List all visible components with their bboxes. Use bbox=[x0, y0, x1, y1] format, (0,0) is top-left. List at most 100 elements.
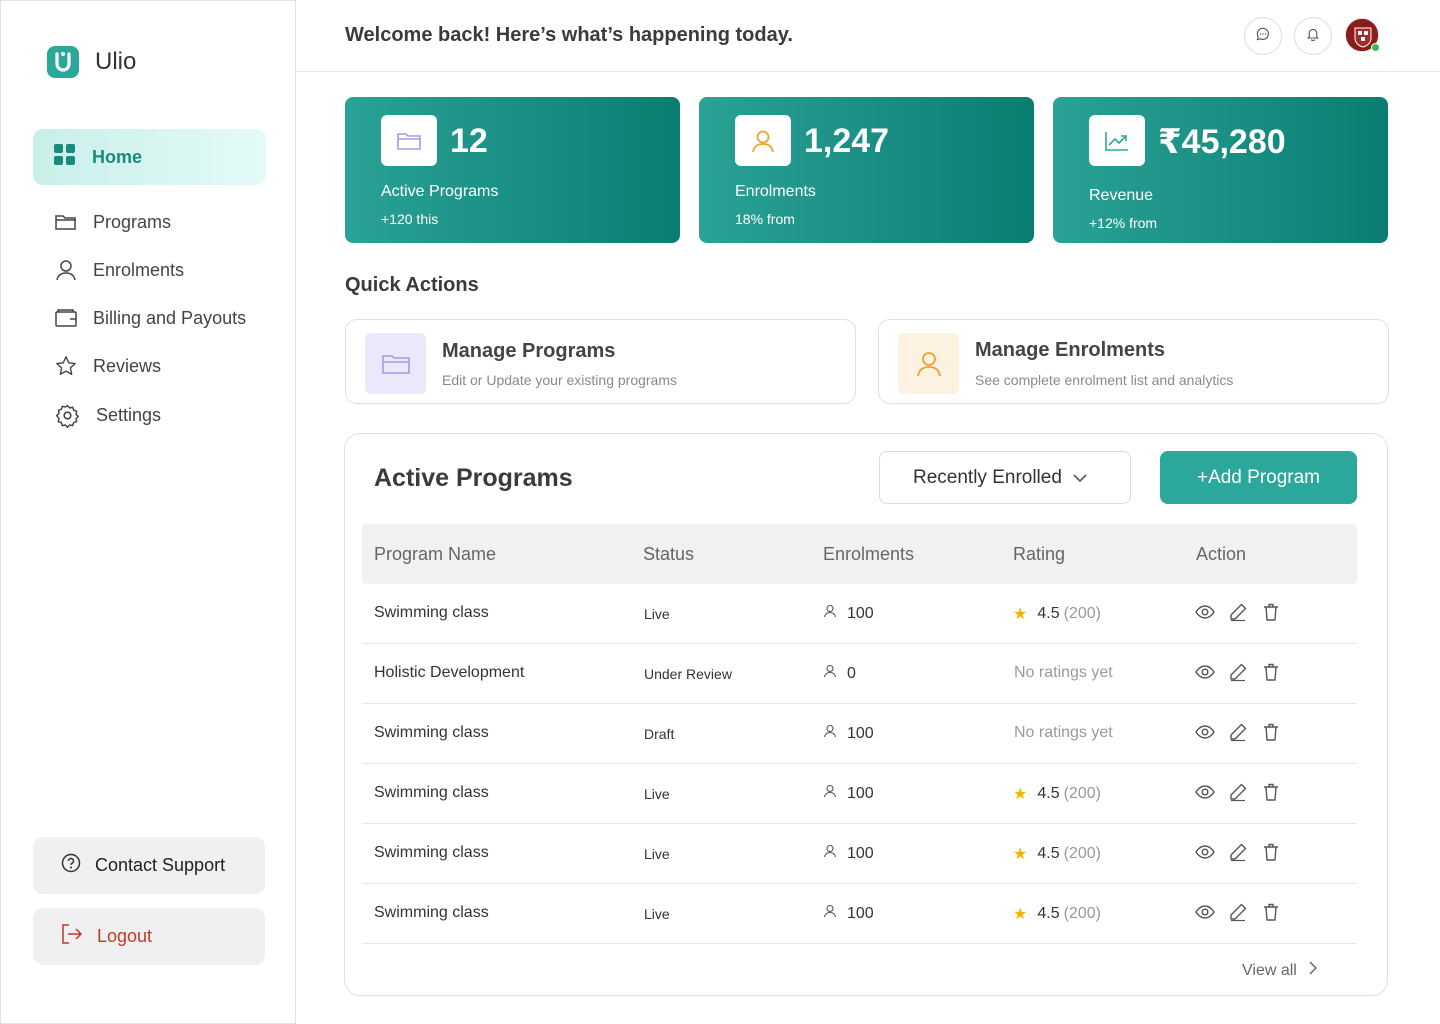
stat-label: Active Programs bbox=[381, 183, 499, 200]
edit-icon[interactable] bbox=[1228, 782, 1248, 802]
sidebar-item-billing[interactable]: Billing and Payouts bbox=[55, 303, 246, 333]
view-icon[interactable] bbox=[1195, 782, 1215, 802]
manage-enrolments-card[interactable]: Manage Enrolments See complete enrolment… bbox=[878, 319, 1389, 404]
sidebar-item-enrolments[interactable]: Enrolments bbox=[55, 255, 184, 285]
row-actions bbox=[1195, 842, 1294, 862]
stat-value: 1,247 bbox=[804, 122, 890, 160]
rating-count: (200) bbox=[1063, 845, 1101, 862]
sidebar-item-home[interactable]: Home bbox=[33, 129, 266, 185]
user-icon bbox=[823, 664, 847, 683]
sidebar-item-reviews[interactable]: Reviews bbox=[55, 351, 161, 381]
program-name: Swimming class bbox=[374, 784, 489, 801]
enrolment-count: 100 bbox=[847, 724, 874, 742]
delete-icon[interactable] bbox=[1261, 842, 1281, 862]
table-header: Program Name Status Enrolments Rating Ac… bbox=[362, 524, 1357, 584]
no-ratings-text: No ratings yet bbox=[1014, 664, 1113, 681]
sidebar-item-label: Home bbox=[92, 146, 143, 167]
program-name: Swimming class bbox=[374, 904, 489, 921]
edit-icon[interactable] bbox=[1228, 902, 1248, 922]
logout-label: Logout bbox=[97, 926, 153, 946]
rating-value: 4.5 bbox=[1037, 785, 1060, 802]
contact-support-button[interactable]: Contact Support bbox=[33, 837, 265, 894]
view-icon[interactable] bbox=[1195, 602, 1215, 622]
delete-icon[interactable] bbox=[1261, 662, 1281, 682]
quick-action-title: Manage Programs bbox=[442, 340, 616, 362]
sidebar-item-label: Enrolments bbox=[93, 259, 185, 280]
folder-icon bbox=[381, 115, 437, 166]
status-badge: Live bbox=[644, 606, 670, 622]
logout-button[interactable]: Logout bbox=[33, 908, 265, 965]
table-row[interactable]: Swimming class Live 100 ★ 4.5 (200) bbox=[362, 824, 1357, 884]
rating-cell: ★ 4.5 (200) bbox=[1013, 844, 1101, 864]
table-row[interactable]: Swimming class Live 100 ★ 4.5 (200) bbox=[362, 764, 1357, 824]
rating-cell: ★ 4.5 (200) bbox=[1013, 904, 1101, 924]
rating-count: (200) bbox=[1063, 905, 1101, 922]
delete-icon[interactable] bbox=[1261, 722, 1281, 742]
manage-programs-card[interactable]: Manage Programs Edit or Update your exis… bbox=[345, 319, 856, 404]
sidebar-item-label: Billing and Payouts bbox=[93, 307, 247, 328]
quick-action-title: Manage Enrolments bbox=[975, 339, 1166, 361]
folder-icon bbox=[365, 333, 426, 394]
chevron-right-icon bbox=[1297, 961, 1317, 980]
view-all-link[interactable]: View all bbox=[1242, 961, 1317, 980]
sidebar-item-settings[interactable]: Settings bbox=[55, 400, 161, 430]
star-icon: ★ bbox=[1013, 606, 1028, 623]
stat-change: +120 this bbox=[381, 211, 439, 227]
row-actions bbox=[1195, 722, 1294, 742]
edit-icon[interactable] bbox=[1228, 842, 1248, 862]
app-logo[interactable]: Ulio bbox=[47, 46, 136, 78]
top-header: Welcome back! Here’s what’s happening to… bbox=[296, 0, 1440, 72]
row-actions bbox=[1195, 662, 1294, 682]
sort-dropdown[interactable]: Recently Enrolled bbox=[879, 451, 1131, 504]
enrolment-count: 100 bbox=[847, 844, 874, 862]
delete-icon[interactable] bbox=[1261, 782, 1281, 802]
view-icon[interactable] bbox=[1195, 662, 1215, 682]
active-programs-panel: Active Programs Recently Enrolled +Add P… bbox=[344, 433, 1388, 996]
table-row[interactable]: Swimming class Live 100 ★ 4.5 (200) bbox=[362, 584, 1357, 644]
view-icon[interactable] bbox=[1195, 902, 1215, 922]
chevron-down-icon bbox=[1062, 467, 1088, 489]
edit-icon[interactable] bbox=[1228, 602, 1248, 622]
table-row[interactable]: Holistic Development Under Review 0 No rati… bbox=[362, 644, 1357, 704]
program-name: Holistic Development bbox=[374, 664, 525, 681]
dropdown-value: Recently Enrolled bbox=[913, 466, 1062, 488]
notifications-button[interactable] bbox=[1294, 17, 1332, 55]
quick-action-subtitle: See complete enrolment list and analytic… bbox=[975, 372, 1234, 388]
messages-button[interactable] bbox=[1244, 17, 1282, 55]
column-header: Action bbox=[1196, 544, 1247, 564]
table-row[interactable]: Swimming class Draft 100 No ratings yet bbox=[362, 704, 1357, 764]
status-badge: Live bbox=[644, 786, 670, 802]
stat-card-active-programs[interactable]: 12 Active Programs +120 this bbox=[345, 97, 680, 243]
rating-count: (200) bbox=[1063, 785, 1101, 802]
view-icon[interactable] bbox=[1195, 842, 1215, 862]
user-icon bbox=[823, 604, 847, 623]
column-header: Status bbox=[643, 544, 695, 564]
row-actions bbox=[1195, 782, 1294, 802]
user-icon bbox=[898, 333, 959, 394]
rating-cell: ★ 4.5 (200) bbox=[1013, 604, 1101, 624]
rating-value: 4.5 bbox=[1037, 905, 1060, 922]
row-actions bbox=[1195, 602, 1294, 622]
add-program-button[interactable]: +Add Program bbox=[1160, 451, 1357, 504]
status-badge: Draft bbox=[644, 726, 675, 742]
stat-change: 18% from bbox=[735, 211, 795, 227]
edit-icon[interactable] bbox=[1228, 662, 1248, 682]
view-icon[interactable] bbox=[1195, 722, 1215, 742]
delete-icon[interactable] bbox=[1261, 902, 1281, 922]
stat-card-revenue[interactable]: ₹45,280 Revenue +12% from bbox=[1053, 97, 1388, 243]
user-icon bbox=[823, 844, 847, 863]
enrolment-count: 100 bbox=[847, 904, 874, 922]
delete-icon[interactable] bbox=[1261, 602, 1281, 622]
user-icon bbox=[55, 259, 77, 281]
enrolment-count: 100 bbox=[847, 604, 874, 622]
stat-card-enrolments[interactable]: 1,247 Enrolments 18% from bbox=[699, 97, 1034, 243]
view-all-label: View all bbox=[1242, 961, 1297, 979]
column-header: Program Name bbox=[374, 544, 497, 564]
sidebar-item-programs[interactable]: Programs bbox=[55, 207, 171, 237]
rating-value: 4.5 bbox=[1037, 845, 1060, 862]
quick-action-subtitle: Edit or Update your existing programs bbox=[442, 372, 677, 388]
sidebar-item-label: Settings bbox=[96, 404, 162, 425]
enrolments-cell: 100 bbox=[823, 604, 874, 623]
table-row[interactable]: Swimming class Live 100 ★ 4.5 (200) bbox=[362, 884, 1357, 944]
edit-icon[interactable] bbox=[1228, 722, 1248, 742]
